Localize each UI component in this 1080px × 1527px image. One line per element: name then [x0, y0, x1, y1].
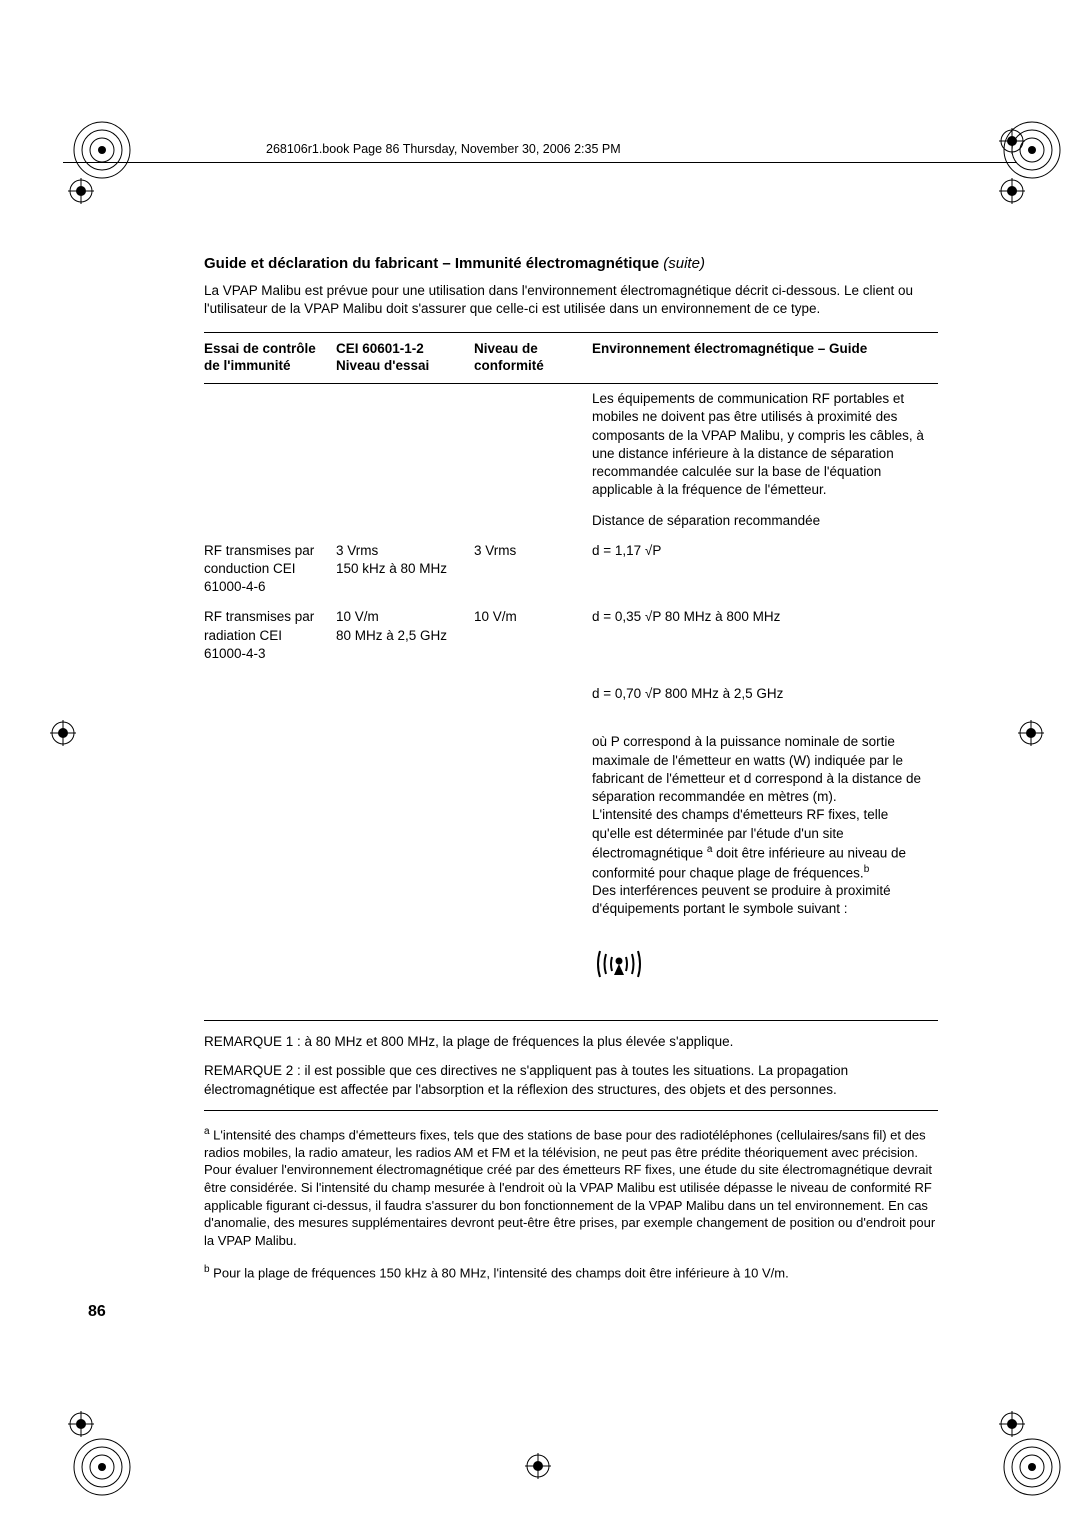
- cell-rf-radiation-level: 10 V/m 80 MHz à 2,5 GHz: [336, 602, 474, 669]
- footnote-a: a L'intensité des champs d'émetteurs fix…: [204, 1125, 938, 1249]
- header-rule: [63, 162, 1017, 163]
- cell-rf-conduction: RF transmises par conduction CEI 61000-4…: [204, 536, 336, 603]
- crosshair-icon: [999, 1411, 1025, 1437]
- th-guide: Environnement électromagnétique – Guide: [592, 333, 938, 384]
- reg-mark-tl: [72, 120, 132, 180]
- reg-mark-br: [1002, 1437, 1062, 1497]
- crosshair-icon: [1018, 720, 1044, 746]
- page-number: 86: [88, 1303, 106, 1321]
- section-title: Guide et déclaration du fabricant – Immu…: [204, 255, 938, 272]
- immunity-table: Essai de contrôle de l'immunité CEI 6060…: [204, 332, 938, 1021]
- th-conformite: Niveau de conformité: [474, 333, 592, 384]
- page-header: 268106r1.book Page 86 Thursday, November…: [266, 142, 621, 156]
- crosshair-icon: [525, 1453, 551, 1479]
- crosshair-icon: [50, 720, 76, 746]
- rf-interference-icon: [592, 925, 928, 990]
- cell-formula2: d = 0,35 √P 80 MHz à 800 MHz: [592, 602, 938, 669]
- cell-distance-title: Distance de séparation recommandée: [592, 506, 938, 536]
- notes-section: REMARQUE 1 : à 80 MHz et 800 MHz, la pla…: [204, 1033, 938, 1100]
- th-niveau-essai: CEI 60601-1-2 Niveau d'essai: [336, 333, 474, 384]
- cell-rf-radiation: RF transmises par radiation CEI 61000-4-…: [204, 602, 336, 669]
- th-essai: Essai de contrôle de l'immunité: [204, 333, 336, 384]
- cell-rf-conduction-level: 3 Vrms 150 kHz à 80 MHz: [336, 536, 474, 603]
- title-suite: (suite): [663, 255, 705, 272]
- reg-mark-bl: [72, 1437, 132, 1497]
- crosshair-icon: [999, 128, 1025, 154]
- cell-rf-conduction-comply: 3 Vrms: [474, 536, 592, 603]
- footnote-b: b Pour la plage de fréquences 150 kHz à …: [204, 1263, 938, 1282]
- cell-rf-radiation-comply: 10 V/m: [474, 602, 592, 669]
- cell-formula3: d = 0,70 √P 800 MHz à 2,5 GHz: [592, 669, 938, 709]
- footnotes: a L'intensité des champs d'émetteurs fix…: [204, 1125, 938, 1282]
- cell-formula1: d = 1,17 √P: [592, 536, 938, 603]
- crosshair-icon: [68, 1411, 94, 1437]
- crosshair-icon: [68, 178, 94, 204]
- footnote-rule: [204, 1110, 938, 1111]
- cell-guide-intro: Les équipements de communication RF port…: [592, 384, 938, 506]
- note2: REMARQUE 2 : il est possible que ces dir…: [204, 1062, 938, 1100]
- intro-text: La VPAP Malibu est prévue pour une utili…: [204, 282, 938, 318]
- note1: REMARQUE 1 : à 80 MHz et 800 MHz, la pla…: [204, 1033, 938, 1052]
- cell-explanation: où P correspond à la puissance nominale …: [592, 709, 938, 1021]
- page-content: Guide et déclaration du fabricant – Immu…: [204, 255, 938, 1296]
- crosshair-icon: [999, 178, 1025, 204]
- title-text: Guide et déclaration du fabricant – Immu…: [204, 255, 663, 272]
